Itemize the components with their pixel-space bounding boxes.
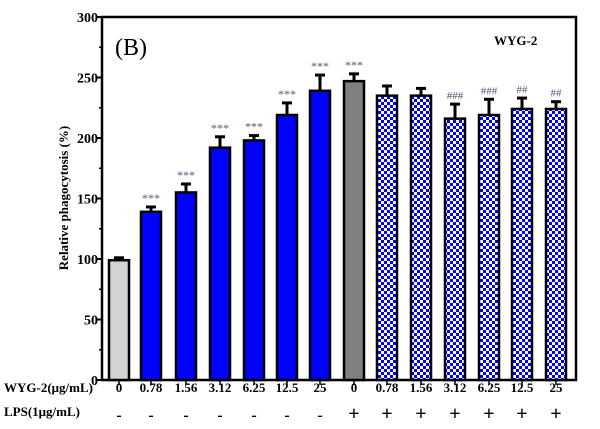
significance-label: ### bbox=[481, 85, 498, 97]
lps-label: + bbox=[516, 403, 527, 425]
lps-label: - bbox=[284, 407, 289, 424]
y-tick-label: 300 bbox=[77, 11, 98, 26]
lps-label: - bbox=[217, 407, 222, 424]
y-tick-label: 100 bbox=[77, 253, 98, 268]
panel-label: (B) bbox=[115, 35, 147, 61]
bar bbox=[443, 117, 467, 382]
y-tick-label: 250 bbox=[77, 72, 98, 87]
plot-frame bbox=[100, 15, 578, 382]
lps-label: + bbox=[483, 403, 494, 425]
significance-label: *** bbox=[345, 58, 363, 72]
bar bbox=[544, 107, 568, 382]
y-tick-label: 200 bbox=[77, 132, 98, 147]
wyg-conc-label: 25 bbox=[550, 380, 564, 395]
y-tick-label: 0 bbox=[91, 374, 98, 389]
significance-label: *** bbox=[245, 120, 263, 134]
lps-label: - bbox=[183, 407, 188, 424]
wyg-row-label: WYG-2(μg/mL) bbox=[4, 380, 93, 395]
significance-label: *** bbox=[311, 59, 329, 73]
bar bbox=[342, 79, 366, 382]
wyg-conc-label: 0 bbox=[351, 380, 358, 395]
bar bbox=[477, 113, 501, 382]
wyg-conc-label: 12.5 bbox=[276, 380, 299, 395]
lps-label: + bbox=[348, 403, 359, 425]
significance-label: *** bbox=[211, 121, 229, 135]
wyg-conc-label: 6.25 bbox=[243, 380, 266, 395]
lps-label: + bbox=[550, 403, 561, 425]
wyg-conc-label: 0.78 bbox=[140, 380, 163, 395]
significance-label: *** bbox=[177, 168, 195, 182]
wyg-conc-label: 1.56 bbox=[175, 380, 198, 395]
wyg-conc-label: 3.12 bbox=[444, 380, 467, 395]
y-tick-label: 50 bbox=[84, 314, 98, 329]
bar bbox=[174, 191, 198, 382]
bar bbox=[510, 107, 534, 382]
lps-label: - bbox=[317, 407, 322, 424]
bar bbox=[208, 146, 232, 382]
bar bbox=[107, 258, 131, 382]
lps-label: + bbox=[381, 403, 392, 425]
lps-row-label: LPS(1μg/mL) bbox=[4, 404, 80, 419]
bar bbox=[308, 89, 332, 382]
wyg-conc-label: 6.25 bbox=[478, 380, 501, 395]
significance-label: ### bbox=[447, 90, 464, 102]
legend-text: WYG-2 bbox=[494, 33, 537, 48]
lps-label: + bbox=[449, 403, 460, 425]
bar bbox=[275, 113, 299, 382]
wyg-conc-label: 1.56 bbox=[410, 380, 433, 395]
lps-label: + bbox=[415, 403, 426, 425]
wyg-conc-label: 25 bbox=[314, 380, 328, 395]
bar bbox=[375, 94, 399, 382]
significance-label: ## bbox=[517, 84, 529, 96]
lps-label: - bbox=[251, 407, 256, 424]
bar bbox=[139, 210, 163, 382]
significance-label: *** bbox=[278, 87, 296, 101]
bar bbox=[409, 94, 433, 382]
wyg-conc-label: 12.5 bbox=[511, 380, 534, 395]
wyg-conc-label: 0 bbox=[116, 380, 123, 395]
y-tick-label: 150 bbox=[77, 193, 98, 208]
bar bbox=[242, 139, 266, 382]
significance-label: ## bbox=[551, 88, 563, 100]
wyg-conc-label: 0.78 bbox=[376, 380, 399, 395]
wyg-conc-label: 3.12 bbox=[209, 380, 232, 395]
y-axis-label: Relative phagocytosis (%) bbox=[56, 126, 71, 270]
lps-label: - bbox=[116, 407, 121, 424]
significance-label: *** bbox=[142, 191, 160, 205]
lps-label: - bbox=[148, 407, 153, 424]
